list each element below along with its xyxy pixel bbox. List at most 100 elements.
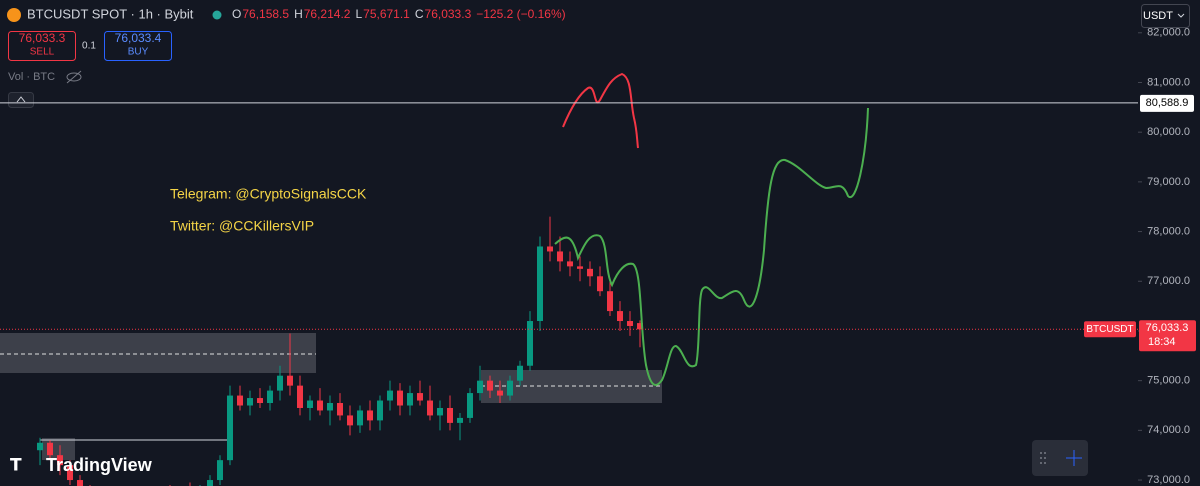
candle-body [217, 460, 223, 481]
candle-body [47, 442, 53, 456]
volume-label: Vol · BTC [8, 71, 55, 83]
drawing [562, 72, 639, 149]
candle-body [207, 480, 213, 486]
candle-body [327, 403, 333, 411]
change: −125.2 (−0.16%) [476, 7, 565, 21]
ohlc-key: L [355, 7, 362, 21]
drawings [554, 72, 869, 386]
collapse-button[interactable] [8, 92, 34, 108]
candles [37, 216, 643, 486]
candle-body [537, 246, 543, 322]
candle-body [57, 455, 63, 466]
y-tick-label: 81,000.0 [1147, 76, 1190, 88]
last-price-label: 76,033.3 [1146, 322, 1189, 334]
candle-body [587, 268, 593, 277]
candle-body [277, 375, 283, 391]
y-tick-label: 77,000.0 [1147, 275, 1190, 287]
countdown: 18:34 [1148, 336, 1176, 348]
currency: USDT [1143, 10, 1173, 22]
ohlc-value: 75,671.1 [363, 7, 410, 21]
candle-body [467, 393, 473, 418]
crosshair-icon [1066, 450, 1082, 466]
ohlc-value: 76,158.5 [242, 7, 289, 21]
hline-label: 80,588.9 [1146, 97, 1189, 109]
buy-button[interactable] [104, 31, 172, 61]
annotation: Telegram: @CryptoSignalsCCK [170, 186, 367, 202]
candle-body [397, 390, 403, 406]
y-tick-label: 74,000.0 [1147, 424, 1190, 436]
y-tick-label: 82,000.0 [1147, 27, 1190, 39]
candle-body [77, 480, 83, 486]
y-tick-label: 75,000.0 [1147, 375, 1190, 387]
candle-body [257, 398, 263, 404]
candle-body [347, 415, 353, 426]
y-tick-label: 78,000.0 [1147, 225, 1190, 237]
candle-body [227, 395, 233, 461]
candle-body [67, 465, 73, 481]
caret [16, 96, 26, 103]
hline-tag [1140, 94, 1194, 112]
candle-body [337, 403, 343, 416]
sell-price: 76,033.3 [19, 31, 66, 45]
logo: TradingView [46, 455, 153, 475]
coin-icon [7, 8, 21, 22]
ohlc-key: O [232, 7, 241, 21]
candle-body [377, 400, 383, 421]
buy-price: 76,033.4 [115, 31, 162, 45]
ohlc-key: C [415, 7, 424, 21]
candle-body [527, 321, 533, 366]
grip-icon [1040, 452, 1046, 464]
y-tick-label: 73,000.0 [1147, 474, 1190, 486]
candle-body [547, 246, 553, 252]
sell-button[interactable] [8, 31, 76, 61]
toolbar[interactable] [1032, 440, 1088, 476]
candle-body [447, 407, 453, 423]
zone [0, 333, 316, 373]
eye-icon[interactable] [66, 70, 82, 84]
last-price-box [1139, 320, 1196, 352]
candle-body [37, 442, 43, 451]
candle-body [267, 390, 273, 404]
candle-body [417, 393, 423, 401]
quantity: 0.1 [82, 41, 96, 52]
price-tag-box [1084, 321, 1136, 338]
ohlc-key: H [294, 7, 303, 21]
candle-body [247, 398, 253, 406]
candle-body [557, 251, 563, 262]
candle-body [287, 375, 293, 386]
annotation: Twitter: @CCKillersVIP [170, 218, 314, 234]
ohlc-value: 76,033.3 [425, 7, 472, 21]
sell-label: SELL [30, 47, 55, 58]
status-dot [212, 10, 222, 20]
candle-body [457, 417, 463, 423]
candle-body [597, 276, 603, 292]
candle-body [317, 400, 323, 411]
candle-body [297, 385, 303, 408]
candle-body [357, 410, 363, 426]
candle-body [627, 321, 633, 326]
candle-body [387, 390, 393, 401]
candle-body [487, 380, 493, 391]
logo-icon: 𝗧 [10, 455, 22, 474]
currency-button[interactable] [1141, 4, 1190, 28]
candle-body [477, 380, 483, 394]
candle-body [497, 390, 503, 396]
buy-label: BUY [128, 47, 149, 58]
candle-body [437, 407, 443, 416]
ohlc-value: 76,214.2 [304, 7, 351, 21]
candle-body [607, 291, 613, 312]
candle-body [367, 410, 373, 421]
candle-body [517, 365, 523, 381]
symbol: BTCUSDT SPOT · 1h · Bybit [27, 6, 194, 21]
candle-body [237, 395, 243, 406]
candle-body [577, 266, 583, 269]
zones [0, 333, 662, 460]
candle-body [507, 380, 513, 396]
candle-body [637, 323, 643, 330]
y-tick-label: 79,000.0 [1147, 176, 1190, 188]
candle-body [427, 400, 433, 416]
caret [1177, 13, 1185, 18]
y-tick-label: 80,000.0 [1147, 126, 1190, 138]
drawing [554, 107, 869, 386]
